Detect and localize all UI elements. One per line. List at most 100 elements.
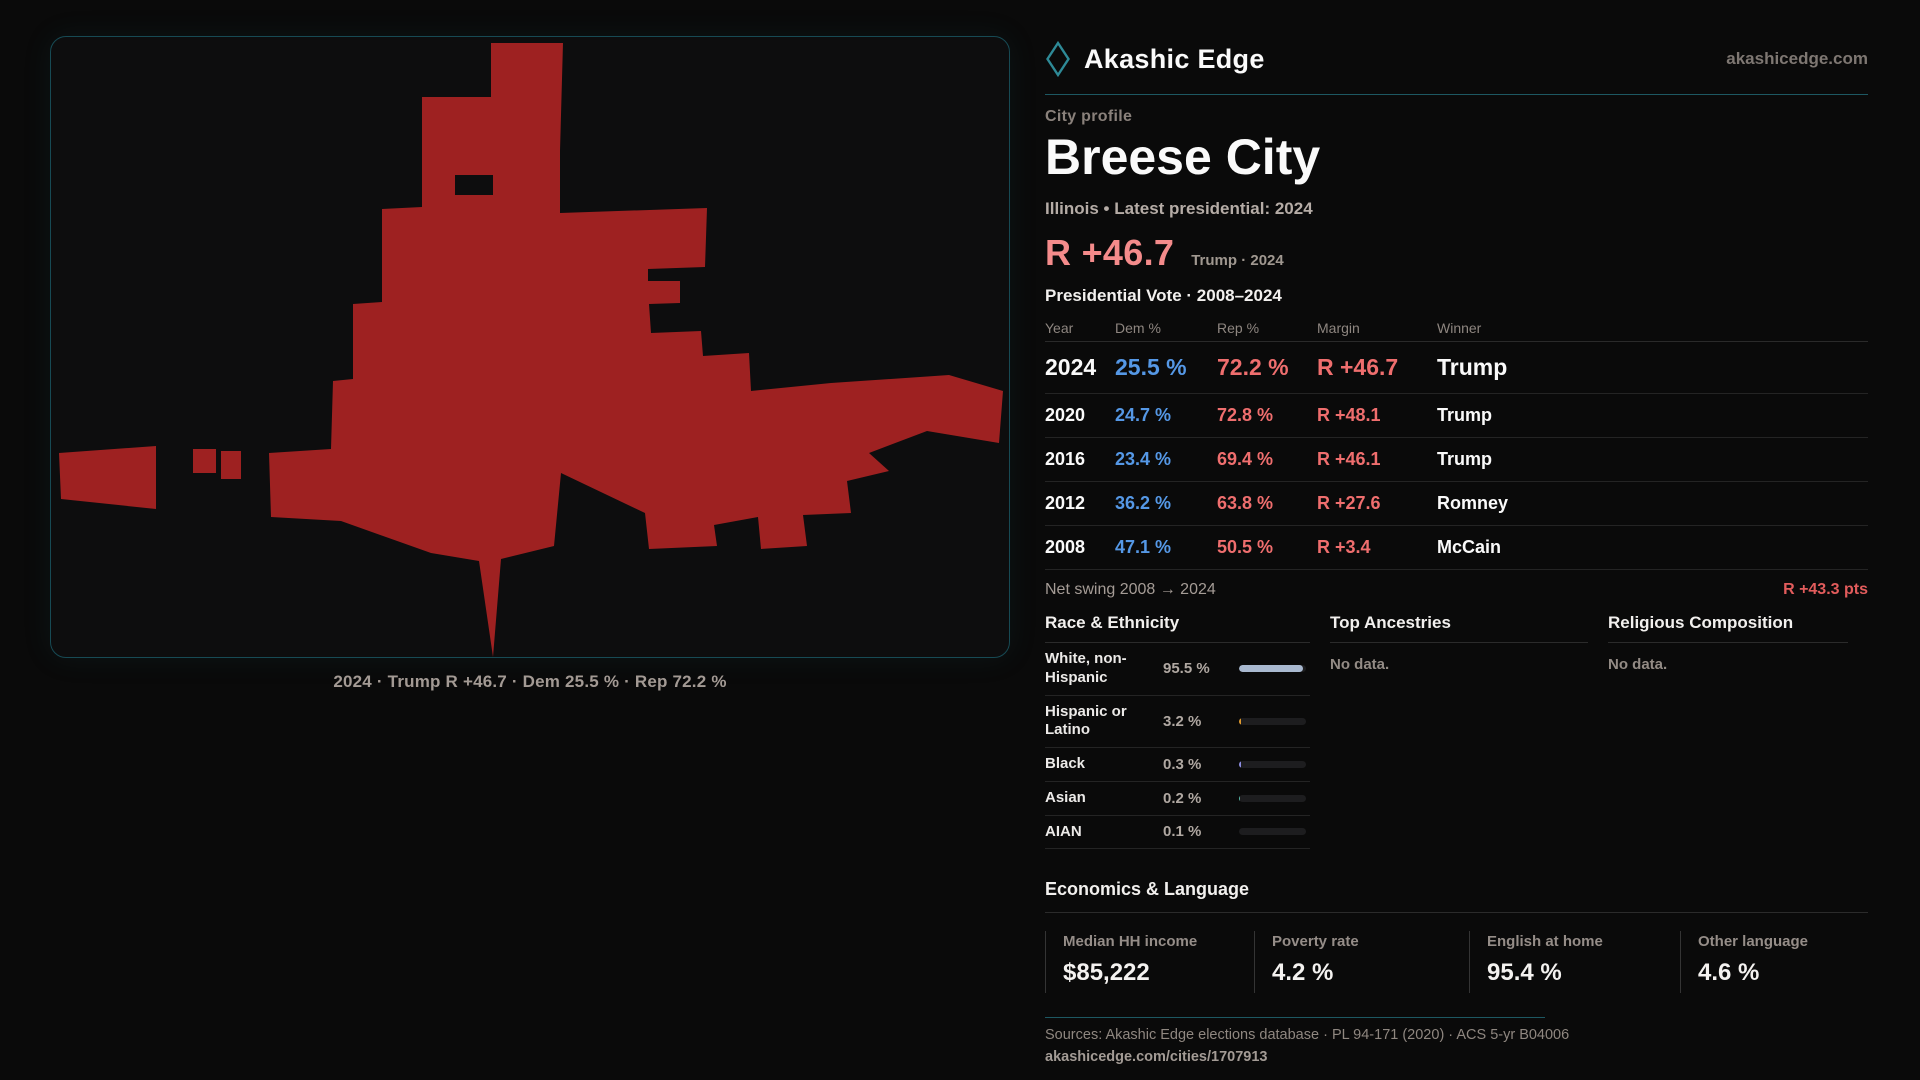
race-bar xyxy=(1239,665,1306,673)
page-footer: Sources: Akashic Edge elections database… xyxy=(1045,1017,1868,1065)
race-bar-fill xyxy=(1239,717,1242,725)
vote-table: Year Dem % Rep % Margin Winner 2024 25.5… xyxy=(1045,314,1868,570)
col-dem: Dem % xyxy=(1115,319,1161,336)
row-dem: 25.5 % xyxy=(1115,354,1187,380)
demographics-sections: Race & Ethnicity White, non-Hispanic 95.… xyxy=(1045,613,1868,850)
headline-margin-value: R +46.7 xyxy=(1045,232,1175,273)
race-row: AIAN 0.1 % xyxy=(1045,816,1310,850)
stat-card: Poverty rate 4.2 % xyxy=(1254,931,1469,994)
city-title: Breese City xyxy=(1045,129,1321,185)
row-winner: Trump xyxy=(1437,449,1493,469)
row-year: 2020 xyxy=(1045,405,1086,425)
stat-value: 4.6 % xyxy=(1698,959,1760,987)
col-winner: Winner xyxy=(1437,319,1482,336)
row-dem: 23.4 % xyxy=(1115,449,1172,469)
row-year: 2024 xyxy=(1045,354,1097,380)
row-winner: McCain xyxy=(1437,537,1502,557)
stat-value: $85,222 xyxy=(1063,959,1150,987)
headline-margin-block: R +46.7 Trump · 2024 xyxy=(1045,232,1868,274)
race-row: Asian 0.2 % xyxy=(1045,782,1310,816)
race-section-title: Race & Ethnicity xyxy=(1045,613,1310,643)
brand-logo: Akashic Edge xyxy=(1045,40,1265,78)
city-shape-west-wedge xyxy=(59,446,156,509)
row-dem: 36.2 % xyxy=(1115,493,1172,513)
col-year: Year xyxy=(1045,319,1074,336)
diamond-logo-icon xyxy=(1046,40,1070,78)
table-row: 2016 23.4 % 69.4 % R +46.1 Trump xyxy=(1045,438,1868,482)
race-bar-fill xyxy=(1239,665,1303,673)
sources-text: Sources: Akashic Edge elections database… xyxy=(1045,1027,1570,1044)
profile-panel: Akashic Edge akashicedge.com City profil… xyxy=(1045,28,1868,1065)
stat-label: English at home xyxy=(1487,933,1603,951)
race-value: 95.5 % xyxy=(1163,660,1210,678)
ancestries-section-title: Top Ancestries xyxy=(1330,613,1588,643)
row-rep: 72.8 % xyxy=(1217,405,1274,425)
col-margin: Margin xyxy=(1317,319,1360,336)
race-value: 0.3 % xyxy=(1163,755,1202,773)
map-caption: 2024 · Trump R +46.7 · Dem 25.5 % · Rep … xyxy=(333,672,727,691)
headline-margin-context: Trump · 2024 xyxy=(1191,252,1284,269)
economics-stats: Median HH income $85,222 Poverty rate 4.… xyxy=(1045,931,1868,994)
race-label: Asian xyxy=(1045,788,1086,806)
race-bar-fill xyxy=(1239,760,1241,768)
city-shape-fragment-a xyxy=(193,449,216,473)
brand-header: Akashic Edge akashicedge.com xyxy=(1045,28,1868,95)
net-swing-label: Net swing 2008 → 2024 xyxy=(1045,581,1216,598)
race-row: White, non-Hispanic 95.5 % xyxy=(1045,643,1310,696)
race-row: Black 0.3 % xyxy=(1045,748,1310,782)
ancestries-empty-state: No data. xyxy=(1330,656,1390,673)
row-dem: 24.7 % xyxy=(1115,405,1172,425)
stat-label: Other language xyxy=(1698,933,1809,951)
vote-table-title: Presidential Vote · 2008–2024 xyxy=(1045,286,1282,305)
race-value: 0.1 % xyxy=(1163,823,1202,841)
table-row: 2024 25.5 % 72.2 % R +46.7 Trump xyxy=(1045,342,1868,394)
brand-name: Akashic Edge xyxy=(1084,43,1265,74)
permalink-url[interactable]: akashicedge.com/cities/1707913 xyxy=(1045,1049,1268,1066)
city-subtitle: Illinois • Latest presidential: 2024 xyxy=(1045,199,1313,218)
stat-label: Median HH income xyxy=(1063,933,1198,951)
race-bar xyxy=(1239,794,1306,802)
race-label: White, non-Hispanic xyxy=(1045,650,1127,686)
race-bar xyxy=(1239,760,1306,768)
race-label: AIAN xyxy=(1045,822,1082,840)
city-boundary-map xyxy=(59,43,1003,657)
page-kicker: City profile xyxy=(1045,108,1133,125)
row-winner: Trump xyxy=(1437,354,1508,380)
row-rep: 72.2 % xyxy=(1217,354,1289,380)
net-swing-row: Net swing 2008 → 2024 R +43.3 pts xyxy=(1045,570,1868,609)
race-label: Black xyxy=(1045,755,1086,772)
row-margin: R +27.6 xyxy=(1317,493,1381,513)
table-row: 2020 24.7 % 72.8 % R +48.1 Trump xyxy=(1045,394,1868,438)
row-margin: R +3.4 xyxy=(1317,537,1371,557)
race-value: 0.2 % xyxy=(1163,789,1202,807)
row-winner: Romney xyxy=(1437,493,1509,513)
row-winner: Trump xyxy=(1437,405,1493,425)
row-dem: 47.1 % xyxy=(1115,537,1172,557)
city-shape-fragment-b xyxy=(221,451,241,479)
city-shape-main xyxy=(269,43,1003,657)
city-map-card xyxy=(50,36,1010,658)
ancestries-section: Top Ancestries No data. xyxy=(1330,613,1608,849)
row-year: 2008 xyxy=(1045,537,1086,557)
race-bar xyxy=(1239,717,1306,725)
stat-value: 95.4 % xyxy=(1487,959,1562,987)
stat-value: 4.2 % xyxy=(1272,959,1334,987)
row-margin: R +46.1 xyxy=(1317,449,1381,469)
footer-divider xyxy=(1045,1017,1545,1019)
net-swing-value: R +43.3 pts xyxy=(1783,581,1868,598)
economics-section-title: Economics & Language xyxy=(1045,879,1868,914)
table-row: 2008 47.1 % 50.5 % R +3.4 McCain xyxy=(1045,526,1868,570)
row-year: 2012 xyxy=(1045,493,1086,513)
row-margin: R +48.1 xyxy=(1317,405,1381,425)
vote-table-header: Year Dem % Rep % Margin Winner xyxy=(1045,314,1868,342)
race-ethnicity-section: Race & Ethnicity White, non-Hispanic 95.… xyxy=(1045,613,1330,850)
religion-section-title: Religious Composition xyxy=(1608,613,1848,643)
religion-section: Religious Composition No data. xyxy=(1608,613,1868,849)
brand-domain-link[interactable]: akashicedge.com xyxy=(1726,49,1868,68)
row-rep: 69.4 % xyxy=(1217,449,1274,469)
race-label: Hispanic or Latino xyxy=(1045,702,1127,739)
race-value: 3.2 % xyxy=(1163,712,1202,730)
row-year: 2016 xyxy=(1045,449,1086,469)
stat-card: English at home 95.4 % xyxy=(1469,931,1680,994)
row-rep: 63.8 % xyxy=(1217,493,1274,513)
